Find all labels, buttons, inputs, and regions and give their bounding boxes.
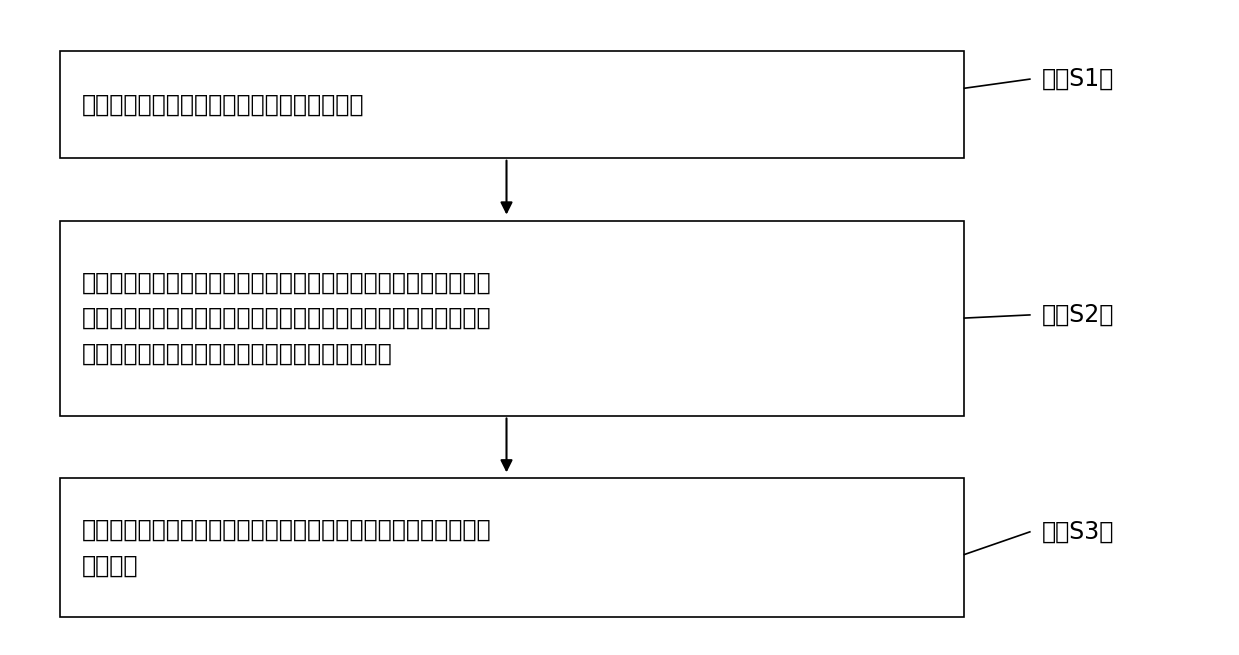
Text: 步骤S2）: 步骤S2） bbox=[1042, 303, 1114, 327]
Bar bbox=[61, 478, 964, 617]
Text: 步骤S1）: 步骤S1） bbox=[1042, 67, 1114, 91]
Text: 将非显示区靠近边缘的区域设置为防裂加强区: 将非显示区靠近边缘的区域设置为防裂加强区 bbox=[82, 92, 364, 117]
Text: 步骤S3）: 步骤S3） bbox=[1042, 520, 1114, 544]
Bar bbox=[61, 221, 964, 415]
Text: 采用构图工艺，在显示区形成有机膜层的同时，相应的在防裂加强
区保留至少一层有机膜层的有机材料，并使得有机膜层至少覆盖非
显示区中与防裂加强区相邻的无机膜层的外缘: 采用构图工艺，在显示区形成有机膜层的同时，相应的在防裂加强 区保留至少一层有机膜… bbox=[82, 271, 492, 365]
Text: 在显示区形成任意无机膜层时，在防裂加强区去除对应无机膜层的
无机材料: 在显示区形成任意无机膜层时，在防裂加强区去除对应无机膜层的 无机材料 bbox=[82, 518, 492, 577]
Bar bbox=[61, 51, 964, 158]
